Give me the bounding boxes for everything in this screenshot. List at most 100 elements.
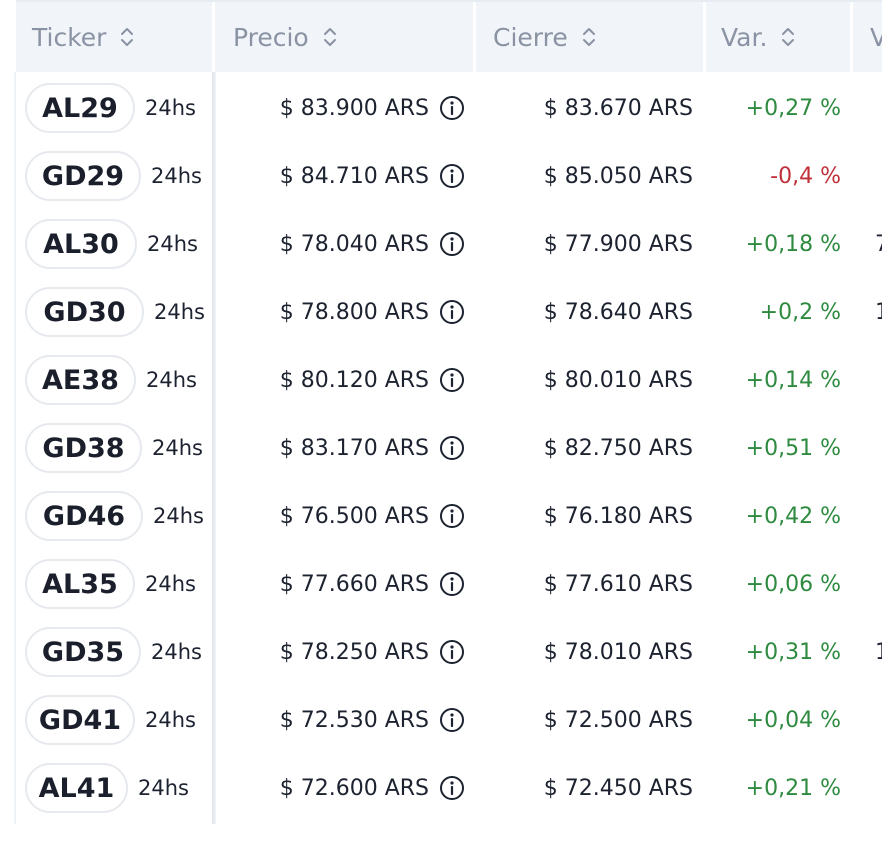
variation-value: +0,04 % (745, 707, 841, 733)
variation-value: -0,4 % (770, 163, 841, 189)
price-value: $ 72.530 ARS (279, 707, 429, 733)
settlement-term: 24hs (146, 368, 197, 392)
column-divider (850, 2, 853, 72)
info-icon[interactable] (439, 571, 465, 597)
variation-value: +0,21 % (745, 775, 841, 801)
price-value: $ 78.250 ARS (279, 639, 429, 665)
settlement-term: 24hs (152, 436, 203, 460)
info-icon[interactable] (439, 95, 465, 121)
settlement-term: 24hs (153, 504, 204, 528)
variation-value: +0,14 % (745, 367, 841, 393)
sort-icon[interactable] (120, 26, 134, 48)
table-row[interactable]: GD29 24hs $ 84.710 ARS $ 85.050 ARS -0,4 % (16, 142, 882, 210)
close-value: $ 78.640 ARS (543, 299, 693, 325)
column-divider (703, 2, 706, 72)
column-header-var[interactable]: Var. (721, 2, 851, 72)
settlement-term: 24hs (151, 164, 202, 188)
price-value: $ 83.170 ARS (279, 435, 429, 461)
sticky-column-shadow (212, 72, 216, 824)
column-header-ticker[interactable]: Ticker (32, 2, 212, 72)
column-header-precio-label: Precio (233, 22, 309, 52)
truncated-next-cell (875, 346, 882, 414)
close-value: $ 80.010 ARS (543, 367, 693, 393)
info-icon[interactable] (439, 231, 465, 257)
price-value: $ 77.660 ARS (279, 571, 429, 597)
price-value: $ 84.710 ARS (279, 163, 429, 189)
price-value: $ 83.900 ARS (279, 95, 429, 121)
truncated-next-cell (875, 414, 882, 482)
table-row[interactable]: GD35 24hs $ 78.250 ARS $ 78.010 ARS +0,31 % 1 (16, 618, 882, 686)
close-value: $ 77.610 ARS (543, 571, 693, 597)
close-value: $ 78.010 ARS (543, 639, 693, 665)
table-row[interactable]: GD41 24hs $ 72.530 ARS $ 72.500 ARS +0,04 % (16, 686, 882, 754)
settlement-term: 24hs (145, 572, 196, 596)
column-divider (212, 2, 215, 72)
truncated-next-cell (875, 482, 882, 550)
info-icon[interactable] (439, 299, 465, 325)
close-value: $ 85.050 ARS (543, 163, 693, 189)
table-row[interactable]: GD46 24hs $ 76.500 ARS $ 76.180 ARS +0,42 % (16, 482, 882, 550)
column-divider (473, 2, 476, 72)
close-value: $ 77.900 ARS (543, 231, 693, 257)
info-icon[interactable] (439, 367, 465, 393)
ticker-pill[interactable]: GD29 (25, 151, 141, 201)
table-row[interactable]: AE38 24hs $ 80.120 ARS $ 80.010 ARS +0,14 % (16, 346, 882, 414)
ticker-pill[interactable]: GD30 (25, 287, 144, 337)
table-row[interactable]: AL35 24hs $ 77.660 ARS $ 77.610 ARS +0,06 % (16, 550, 882, 618)
ticker-pill[interactable]: AL41 (25, 763, 128, 813)
sort-icon[interactable] (781, 26, 795, 48)
ticker-pill[interactable]: GD35 (25, 627, 141, 677)
close-value: $ 76.180 ARS (543, 503, 693, 529)
settlement-term: 24hs (147, 232, 198, 256)
variation-value: +0,42 % (745, 503, 841, 529)
close-value: $ 72.450 ARS (543, 775, 693, 801)
settlement-term: 24hs (154, 300, 205, 324)
table-row[interactable]: GD30 24hs $ 78.800 ARS $ 78.640 ARS +0,2 % 1 (16, 278, 882, 346)
truncated-next-cell (875, 754, 882, 822)
settlement-term: 24hs (138, 776, 189, 800)
table-row[interactable]: GD38 24hs $ 83.170 ARS $ 82.750 ARS +0,51 % (16, 414, 882, 482)
table-left-border (14, 72, 16, 824)
sort-icon[interactable] (323, 26, 337, 48)
truncated-next-cell (875, 550, 882, 618)
info-icon[interactable] (439, 503, 465, 529)
info-icon[interactable] (439, 707, 465, 733)
column-header-cierre-label: Cierre (493, 22, 568, 52)
table-row[interactable]: AL41 24hs $ 72.600 ARS $ 72.450 ARS +0,21 % (16, 754, 882, 822)
column-header-next-label: V (870, 22, 882, 52)
close-value: $ 83.670 ARS (543, 95, 693, 121)
info-icon[interactable] (439, 163, 465, 189)
price-value: $ 72.600 ARS (279, 775, 429, 801)
ticker-pill[interactable]: AL30 (25, 219, 137, 269)
table-row[interactable]: AL29 24hs $ 83.900 ARS $ 83.670 ARS +0,27 % (16, 74, 882, 142)
ticker-pill[interactable]: AL29 (25, 83, 135, 133)
ticker-pill[interactable]: GD46 (25, 491, 143, 541)
close-value: $ 82.750 ARS (543, 435, 693, 461)
close-value: $ 72.500 ARS (543, 707, 693, 733)
table-row[interactable]: AL30 24hs $ 78.040 ARS $ 77.900 ARS +0,18 % 7 (16, 210, 882, 278)
ticker-pill[interactable]: AL35 (25, 559, 135, 609)
sort-icon[interactable] (582, 26, 596, 48)
price-value: $ 78.040 ARS (279, 231, 429, 257)
column-header-cierre[interactable]: Cierre (493, 2, 703, 72)
ticker-pill[interactable]: AE38 (25, 355, 136, 405)
settlement-term: 24hs (145, 708, 196, 732)
ticker-pill[interactable]: GD41 (25, 695, 135, 745)
column-header-next[interactable]: V (870, 2, 882, 72)
truncated-next-cell (875, 142, 882, 210)
info-icon[interactable] (439, 435, 465, 461)
variation-value: +0,18 % (745, 231, 841, 257)
truncated-next-cell (875, 686, 882, 754)
variation-value: +0,51 % (745, 435, 841, 461)
truncated-next-cell (875, 74, 882, 142)
info-icon[interactable] (439, 775, 465, 801)
column-header-var-label: Var. (721, 22, 768, 52)
price-value: $ 78.800 ARS (279, 299, 429, 325)
ticker-pill[interactable]: GD38 (25, 423, 142, 473)
variation-value: +0,2 % (759, 299, 841, 325)
settlement-term: 24hs (151, 640, 202, 664)
settlement-term: 24hs (145, 96, 196, 120)
info-icon[interactable] (439, 639, 465, 665)
column-header-precio[interactable]: Precio (233, 2, 473, 72)
